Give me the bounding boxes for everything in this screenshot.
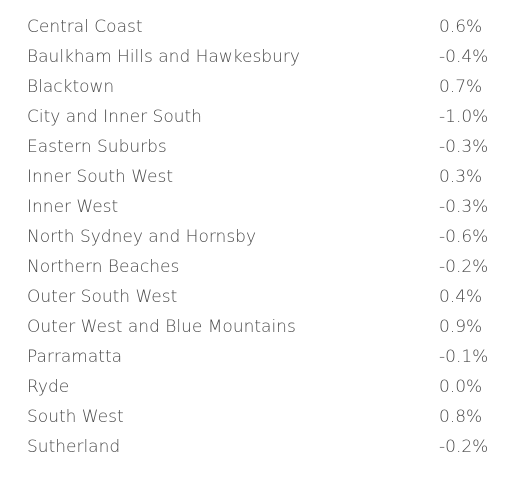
change-value: 0.4% bbox=[439, 287, 483, 307]
change-value: -0.1% bbox=[439, 347, 489, 367]
region-name: Parramatta bbox=[27, 347, 123, 367]
table-row: Outer West and Blue Mountains 0.9% bbox=[27, 312, 497, 342]
region-name: City and Inner South bbox=[27, 107, 202, 127]
change-value: -0.3% bbox=[439, 197, 489, 217]
table-row: Sutherland -0.2% bbox=[27, 432, 497, 462]
region-name: Blacktown bbox=[27, 77, 115, 97]
change-value: -0.2% bbox=[439, 257, 489, 277]
change-value: 0.6% bbox=[439, 17, 483, 37]
table-row: City and Inner South -1.0% bbox=[27, 102, 497, 132]
change-value: 0.8% bbox=[439, 407, 483, 427]
table-row: Blacktown 0.7% bbox=[27, 72, 497, 102]
region-name: Eastern Suburbs bbox=[27, 137, 167, 157]
change-value: 0.7% bbox=[439, 77, 483, 97]
change-value: 0.9% bbox=[439, 317, 483, 337]
table-row: Outer South West 0.4% bbox=[27, 282, 497, 312]
region-name: Baulkham Hills and Hawkesbury bbox=[27, 47, 300, 67]
region-name: Sutherland bbox=[27, 437, 121, 457]
region-name: Outer West and Blue Mountains bbox=[27, 317, 296, 337]
table-row: Eastern Suburbs -0.3% bbox=[27, 132, 497, 162]
change-value: -0.2% bbox=[439, 437, 489, 457]
region-name: Outer South West bbox=[27, 287, 178, 307]
region-name: Inner West bbox=[27, 197, 119, 217]
change-value: 0.3% bbox=[439, 167, 483, 187]
table-row: Inner South West 0.3% bbox=[27, 162, 497, 192]
change-value: -1.0% bbox=[439, 107, 489, 127]
table-row: Baulkham Hills and Hawkesbury -0.4% bbox=[27, 42, 497, 72]
table-row: Inner West -0.3% bbox=[27, 192, 497, 222]
table: Central Coast 0.6% Baulkham Hills and Hawk… bbox=[27, 12, 497, 462]
region-name: Northern Beaches bbox=[27, 257, 180, 277]
table-row: Ryde 0.0% bbox=[27, 372, 497, 402]
region-name: South West bbox=[27, 407, 124, 427]
region-name: Ryde bbox=[27, 377, 70, 397]
region-name: Central Coast bbox=[27, 17, 143, 37]
change-value: 0.0% bbox=[439, 377, 483, 397]
region-name: North Sydney and Hornsby bbox=[27, 227, 257, 247]
region-name: Inner South West bbox=[27, 167, 174, 187]
table-row: South West 0.8% bbox=[27, 402, 497, 432]
table-row: Northern Beaches -0.2% bbox=[27, 252, 497, 282]
table-row: Central Coast 0.6% bbox=[27, 12, 497, 42]
change-value: -0.6% bbox=[439, 227, 489, 247]
table-row: Parramatta -0.1% bbox=[27, 342, 497, 372]
table-row: North Sydney and Hornsby -0.6% bbox=[27, 222, 497, 252]
change-value: -0.4% bbox=[439, 47, 489, 67]
change-value: -0.3% bbox=[439, 137, 489, 157]
